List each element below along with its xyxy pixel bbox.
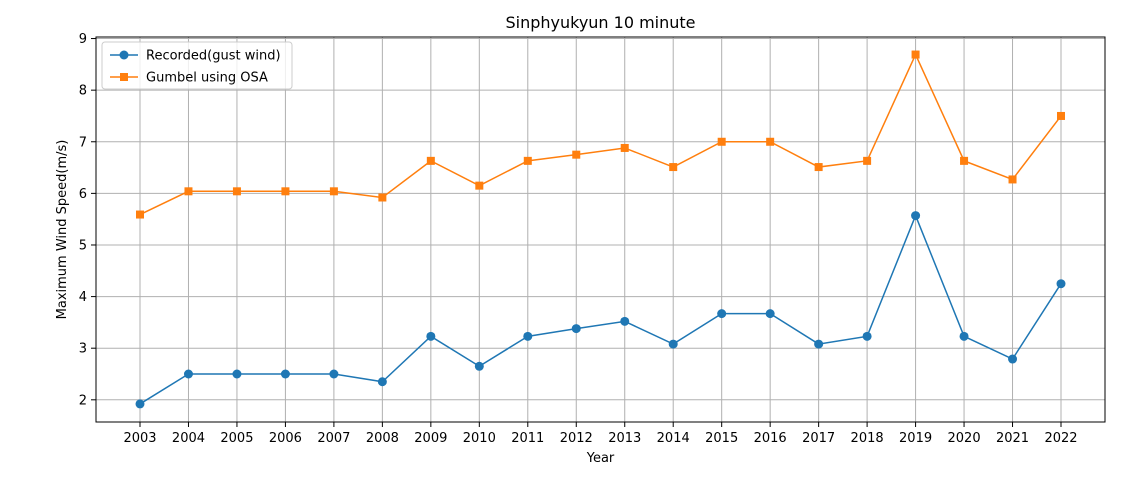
data-point	[523, 331, 533, 341]
data-point	[232, 187, 241, 196]
x-tick-label: 2013	[608, 431, 641, 446]
plot-frame	[95, 36, 1106, 423]
x-tick-label: 2008	[366, 431, 399, 446]
data-point	[329, 369, 339, 379]
legend: Recorded(gust wind) Gumbel using OSA	[101, 41, 293, 90]
data-point	[765, 309, 775, 319]
data-point	[1008, 175, 1017, 184]
data-point	[911, 50, 920, 59]
chart-title: Sinphyukyun 10 minute	[505, 13, 695, 32]
data-point	[523, 156, 532, 165]
series-layer	[135, 50, 1066, 409]
x-tick-label: 2019	[899, 431, 932, 446]
legend-item: Gumbel using OSA	[110, 71, 268, 86]
x-tick-label: 2020	[948, 431, 981, 446]
x-tick-label: 2012	[560, 431, 593, 446]
x-tick-label: 2021	[996, 431, 1029, 446]
data-point	[426, 156, 435, 165]
y-tick-label: 8	[79, 84, 87, 99]
data-point	[184, 187, 193, 196]
x-tick-label: 2006	[269, 431, 302, 446]
data-point	[717, 309, 727, 319]
data-point	[571, 324, 581, 334]
legend-item: Recorded(gust wind)	[110, 49, 281, 64]
data-point	[377, 377, 387, 387]
x-tick-label: 2014	[657, 431, 690, 446]
series-line	[139, 213, 1062, 405]
data-point	[911, 211, 921, 221]
x-tick-label: 2005	[220, 431, 253, 446]
y-axis-title: Maximum Wind Speed(m/s)	[55, 140, 70, 320]
legend-box	[101, 41, 293, 90]
data-point	[717, 137, 726, 146]
x-tick-label: 2022	[1044, 431, 1077, 446]
y-tick-label: 2	[79, 393, 87, 408]
data-point	[474, 361, 484, 371]
x-tick-label: 2010	[463, 431, 496, 446]
x-axis-title: Year	[586, 451, 615, 466]
data-point	[378, 193, 387, 202]
data-point	[669, 163, 678, 172]
data-point	[863, 156, 872, 165]
data-point	[620, 316, 630, 326]
data-point	[232, 369, 242, 379]
series-line	[139, 52, 1062, 216]
data-point	[1008, 354, 1018, 364]
y-tick-label: 6	[79, 187, 87, 202]
data-point	[960, 156, 969, 165]
data-point	[620, 143, 629, 152]
x-tick-label: 2009	[414, 431, 447, 446]
data-point	[668, 339, 678, 349]
x-tick-label: 2018	[851, 431, 884, 446]
data-point	[281, 187, 290, 196]
data-point	[183, 369, 193, 379]
data-point	[329, 187, 338, 196]
data-point	[426, 331, 436, 341]
series-2	[136, 50, 1065, 219]
data-point	[1056, 279, 1066, 289]
legend-label: Recorded(gust wind)	[146, 49, 281, 64]
data-point	[475, 181, 484, 190]
legend-label: Gumbel using OSA	[146, 71, 268, 86]
series-1	[135, 211, 1066, 409]
x-tick-label: 2015	[705, 431, 738, 446]
data-point	[959, 331, 969, 341]
data-point	[572, 150, 581, 159]
x-axis-ticks: 2003 2004 2005 2006 2007 2008 2009 2010 2011 2012…	[123, 422, 1078, 446]
y-tick-label: 4	[79, 290, 87, 305]
data-point	[135, 399, 145, 409]
y-tick-label: 7	[79, 135, 87, 150]
data-point	[1057, 111, 1065, 120]
legend-marker	[120, 73, 128, 81]
grid	[96, 37, 1105, 422]
x-tick-label: 2007	[317, 431, 350, 446]
x-tick-label: 2016	[754, 431, 787, 446]
data-point	[814, 163, 823, 172]
y-tick-label: 3	[79, 342, 87, 357]
y-tick-label: 9	[79, 32, 87, 47]
x-tick-label: 2004	[172, 431, 205, 446]
y-tick-label: 5	[79, 238, 87, 253]
data-point	[862, 331, 872, 341]
data-point	[814, 339, 824, 349]
y-axis-ticks: 2 3 4 5 6 7 8 9	[79, 32, 96, 408]
x-tick-label: 2017	[802, 431, 835, 446]
x-tick-label: 2011	[511, 431, 544, 446]
x-tick-label: 2003	[123, 431, 156, 446]
data-point	[280, 369, 290, 379]
data-point	[136, 210, 144, 219]
legend-marker	[119, 50, 129, 60]
data-point	[766, 137, 775, 146]
